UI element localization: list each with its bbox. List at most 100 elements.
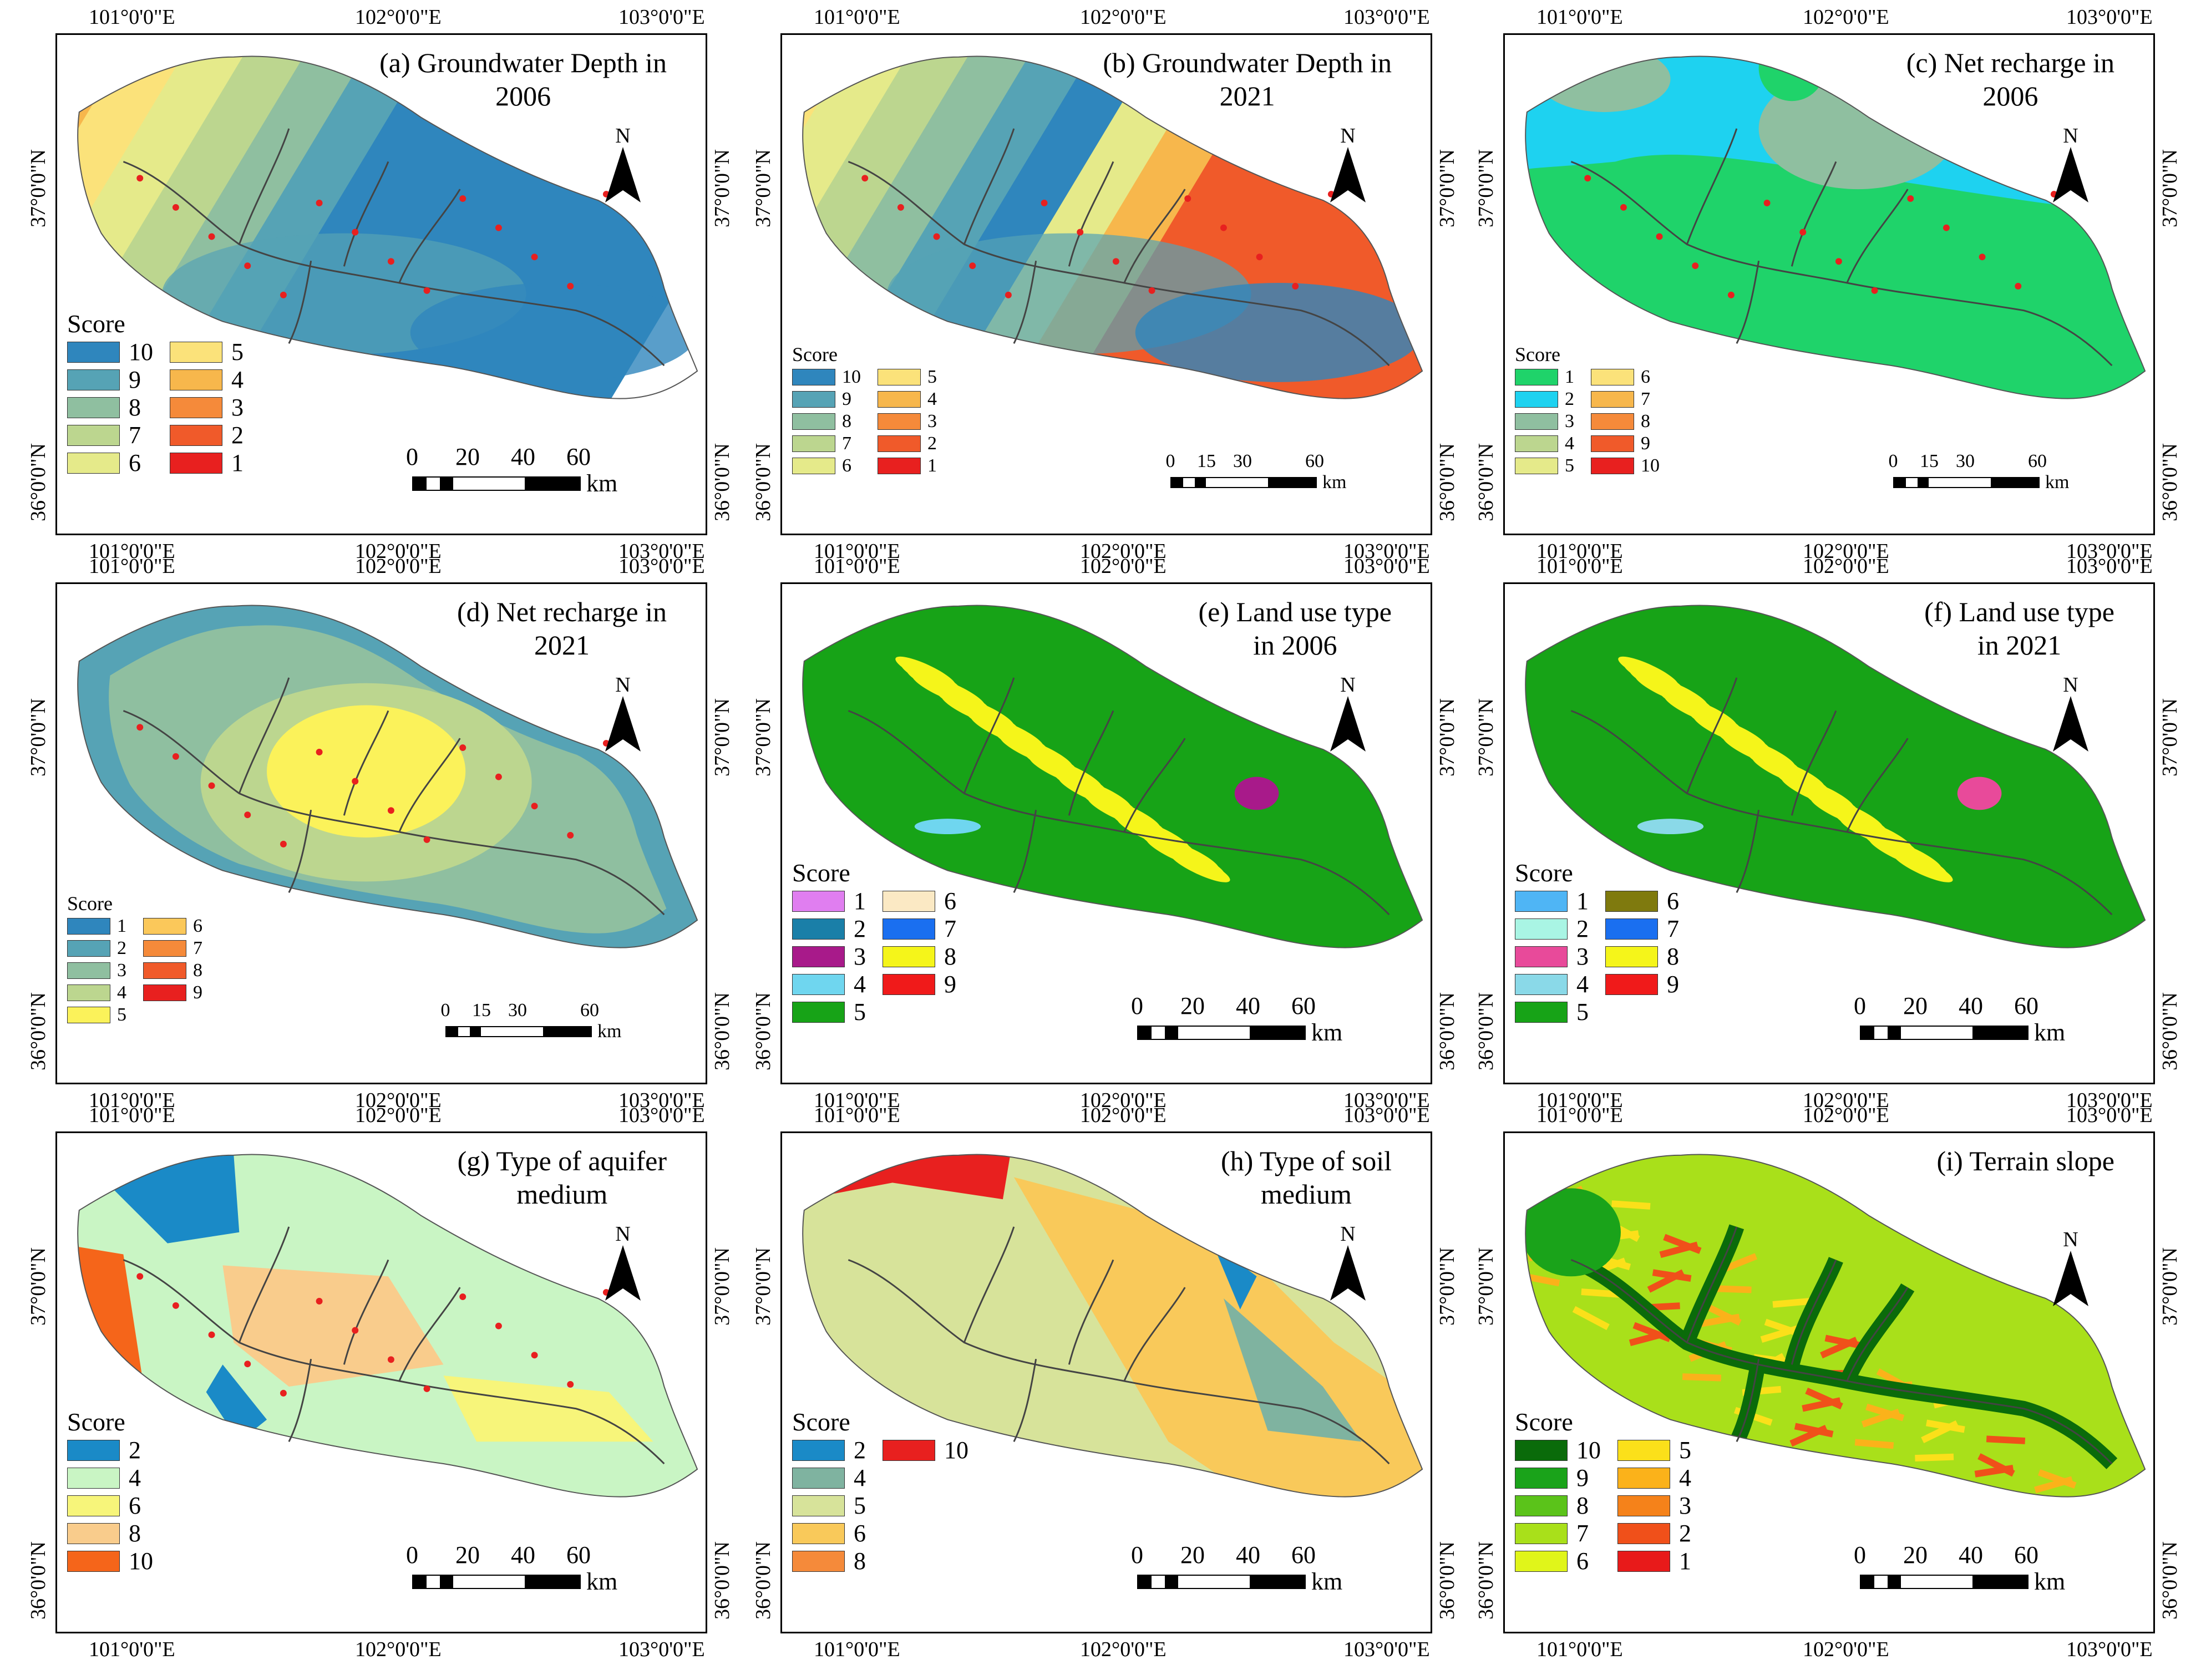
legend-item: 5	[67, 1004, 126, 1026]
legend-swatch	[1515, 1551, 1568, 1572]
longitude-label: 102°0'0"E	[355, 1104, 442, 1127]
legend-label: 8	[842, 411, 851, 432]
legend-item: 2	[170, 422, 244, 449]
legend-swatch	[170, 397, 222, 418]
well-point	[387, 258, 394, 265]
legend-label: 9	[193, 982, 202, 1003]
river-network	[123, 677, 665, 916]
longitude-label: 101°0'0"E	[1536, 1089, 1623, 1112]
well-point	[280, 840, 287, 847]
legend-item: 4	[1617, 1464, 1691, 1492]
legend: Score 10 9 8 7 6 5 4 3 2 1	[792, 343, 937, 477]
legend-label: 4	[231, 366, 244, 393]
well-point	[1907, 195, 1914, 202]
scale-tick-label: 40	[1236, 992, 1260, 1019]
legend-item: 2	[67, 937, 126, 960]
well-point	[459, 1293, 466, 1300]
well-point	[1256, 253, 1263, 261]
scale-unit: km	[597, 1021, 622, 1042]
legend-item: 4	[1515, 971, 1589, 998]
legend-item: 3	[170, 394, 244, 422]
legend-item: 1	[1515, 366, 1574, 388]
legend-label: 6	[1576, 1547, 1589, 1575]
legend-swatch	[67, 940, 110, 957]
well-point	[933, 233, 940, 240]
latitude-label: 36°0'0"N	[1436, 1541, 1459, 1620]
legend-label: 10	[1576, 1437, 1601, 1464]
legend-label: 3	[854, 943, 866, 970]
legend-label: 5	[1576, 998, 1589, 1026]
legend-item: 10	[792, 366, 861, 388]
legend-item: 6	[1605, 887, 1679, 915]
latitude-label: 37°0'0"N	[2158, 149, 2182, 227]
legend-item: 7	[143, 937, 202, 960]
longitude-label: 103°0'0"E	[1343, 540, 1430, 563]
legend-label: 5	[1679, 1437, 1691, 1464]
latitude-label: 36°0'0"N	[2158, 443, 2182, 521]
legend-swatch	[1617, 1440, 1670, 1461]
longitude-label: 101°0'0"E	[814, 555, 900, 578]
legend-item: 7	[67, 422, 153, 449]
north-arrow-icon: N	[601, 124, 645, 207]
legend-item: 7	[1591, 388, 1660, 410]
longitude-label: 103°0'0"E	[2066, 6, 2153, 29]
north-label: N	[2063, 124, 2078, 148]
well-point	[208, 782, 215, 789]
map-panel-h: (h) Type of soil medium N Score 2 4 5 6 8 10 0 20 40…	[780, 1131, 1432, 1633]
longitude-label: 102°0'0"E	[1803, 540, 1889, 563]
latitude-label: 36°0'0"N	[752, 992, 775, 1070]
latitude-label: 36°0'0"N	[1436, 992, 1459, 1070]
legend-title: Score	[1515, 1408, 1573, 1436]
legend-swatch	[883, 974, 935, 995]
longitude-label: 101°0'0"E	[814, 1104, 900, 1127]
panel-title-line2: in 2006	[1253, 630, 1337, 661]
legend-label: 5	[117, 1004, 126, 1025]
longitude-label: 103°0'0"E	[618, 1104, 705, 1127]
well-point	[316, 200, 323, 206]
north-arrow-icon: N	[1326, 1222, 1370, 1305]
longitude-label: 101°0'0"E	[89, 1104, 175, 1127]
map-panel-f: (f) Land use type in 2021 N Score 1 2 3 4 5 6 7 8 9 0…	[1503, 582, 2155, 1084]
longitude-label: 103°0'0"E	[618, 1089, 705, 1112]
legend-label: 4	[927, 389, 937, 409]
legend-item: 8	[1605, 943, 1679, 971]
panel-title-line1: (d) Net recharge in	[457, 596, 667, 627]
well-point	[495, 1322, 502, 1329]
river-network	[848, 128, 1390, 367]
legend-swatch	[792, 946, 845, 967]
legend-item: 3	[1515, 943, 1589, 971]
legend-label: 1	[927, 455, 937, 476]
scale-tick-label: 60	[1291, 1541, 1316, 1569]
legend-label: 9	[842, 389, 851, 409]
legend-swatch	[143, 984, 186, 1001]
legend-item: 4	[67, 1464, 153, 1492]
scale-tick-label: 0	[440, 1000, 450, 1021]
legend-label: 7	[944, 915, 956, 942]
legend-item: 1	[792, 887, 866, 915]
longitude-label: 102°0'0"E	[355, 555, 442, 578]
panel-title-line1: (c) Net recharge in	[1906, 47, 2114, 78]
legend: Score 10 9 8 7 6 5 4 3 2 1	[1515, 1408, 1691, 1575]
longitude-label: 102°0'0"E	[1080, 6, 1167, 29]
panel-title-line2: 2006	[495, 80, 551, 111]
scale-tick-label: 40	[1959, 1541, 1983, 1569]
legend-item: 10	[883, 1437, 968, 1464]
scale-tick-label: 20	[1180, 992, 1205, 1019]
longitude-label: 102°0'0"E	[355, 540, 442, 563]
legend-label: 2	[1576, 915, 1589, 942]
legend-swatch	[67, 1468, 120, 1489]
legend-swatch	[1591, 458, 1634, 474]
map-canvas	[802, 1154, 1423, 1498]
legend-title: Score	[1515, 859, 1573, 887]
legend-label: 3	[927, 411, 937, 432]
longitude-label: 101°0'0"E	[814, 540, 900, 563]
well-point	[969, 262, 976, 270]
legend-item: 9	[67, 366, 153, 394]
latitude-label: 37°0'0"N	[1436, 149, 1459, 227]
legend-item: 2	[1515, 388, 1574, 410]
panel-title: (d) Net recharge in 2021	[457, 595, 667, 662]
legend-item: 1	[1515, 887, 1589, 915]
well-point	[316, 1298, 323, 1305]
legend-swatch	[67, 1007, 110, 1023]
legend-title: Score	[792, 859, 850, 887]
